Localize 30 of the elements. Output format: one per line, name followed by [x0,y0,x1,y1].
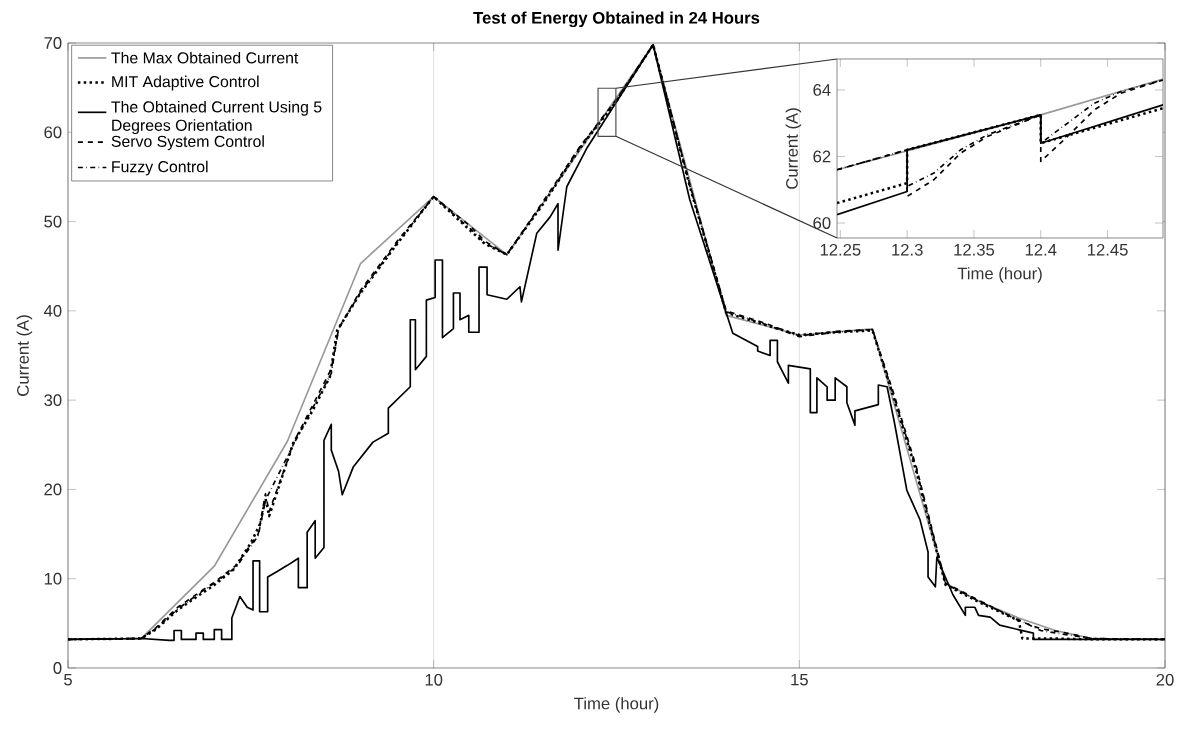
y-tick-label: 10 [44,572,62,585]
x-tick-label: 12.35 [954,243,995,256]
legend-label: The Obtained Current Using 5 Degrees Orientation [111,100,322,135]
x-tick-label: 5 [64,673,72,686]
x-tick-label: 20 [1156,673,1174,686]
legend-label: Fuzzy Control [112,160,208,176]
legend-label: MIT Adaptive Control [112,75,259,91]
y-tick-label: 0 [53,662,62,674]
x-tick-label: 10 [425,673,443,686]
x-axis-title: Time (hour) [574,697,659,713]
y-tick-label: 60 [44,126,62,139]
x-tick-label: 12.3 [892,243,923,256]
y-tick-label: 62 [813,150,831,163]
y-tick-label: 60 [813,217,831,229]
x-tick-label: 12.45 [1087,243,1128,256]
y-tick-label: 20 [44,483,62,496]
y-tick-label: 30 [44,394,62,407]
y-tick-label: 64 [813,84,831,96]
legend-label: The Max Obtained Current [111,51,299,64]
y-axis-title: Current (A) [785,108,802,189]
legend-label: Servo System Control [111,135,264,151]
x-axis-title: Time (hour) [957,267,1042,283]
y-tick-label: 40 [43,304,62,317]
x-tick-label: 12.25 [820,243,861,256]
x-tick-label: 15 [791,673,808,686]
chart-title: Test of Energy Obtained in 24 Hours [473,11,760,28]
y-tick-label: 70 [44,37,62,49]
y-tick-label: 50 [44,215,62,228]
y-axis-title: Current (A) [16,315,33,396]
x-tick-label: 12.4 [1025,243,1057,256]
